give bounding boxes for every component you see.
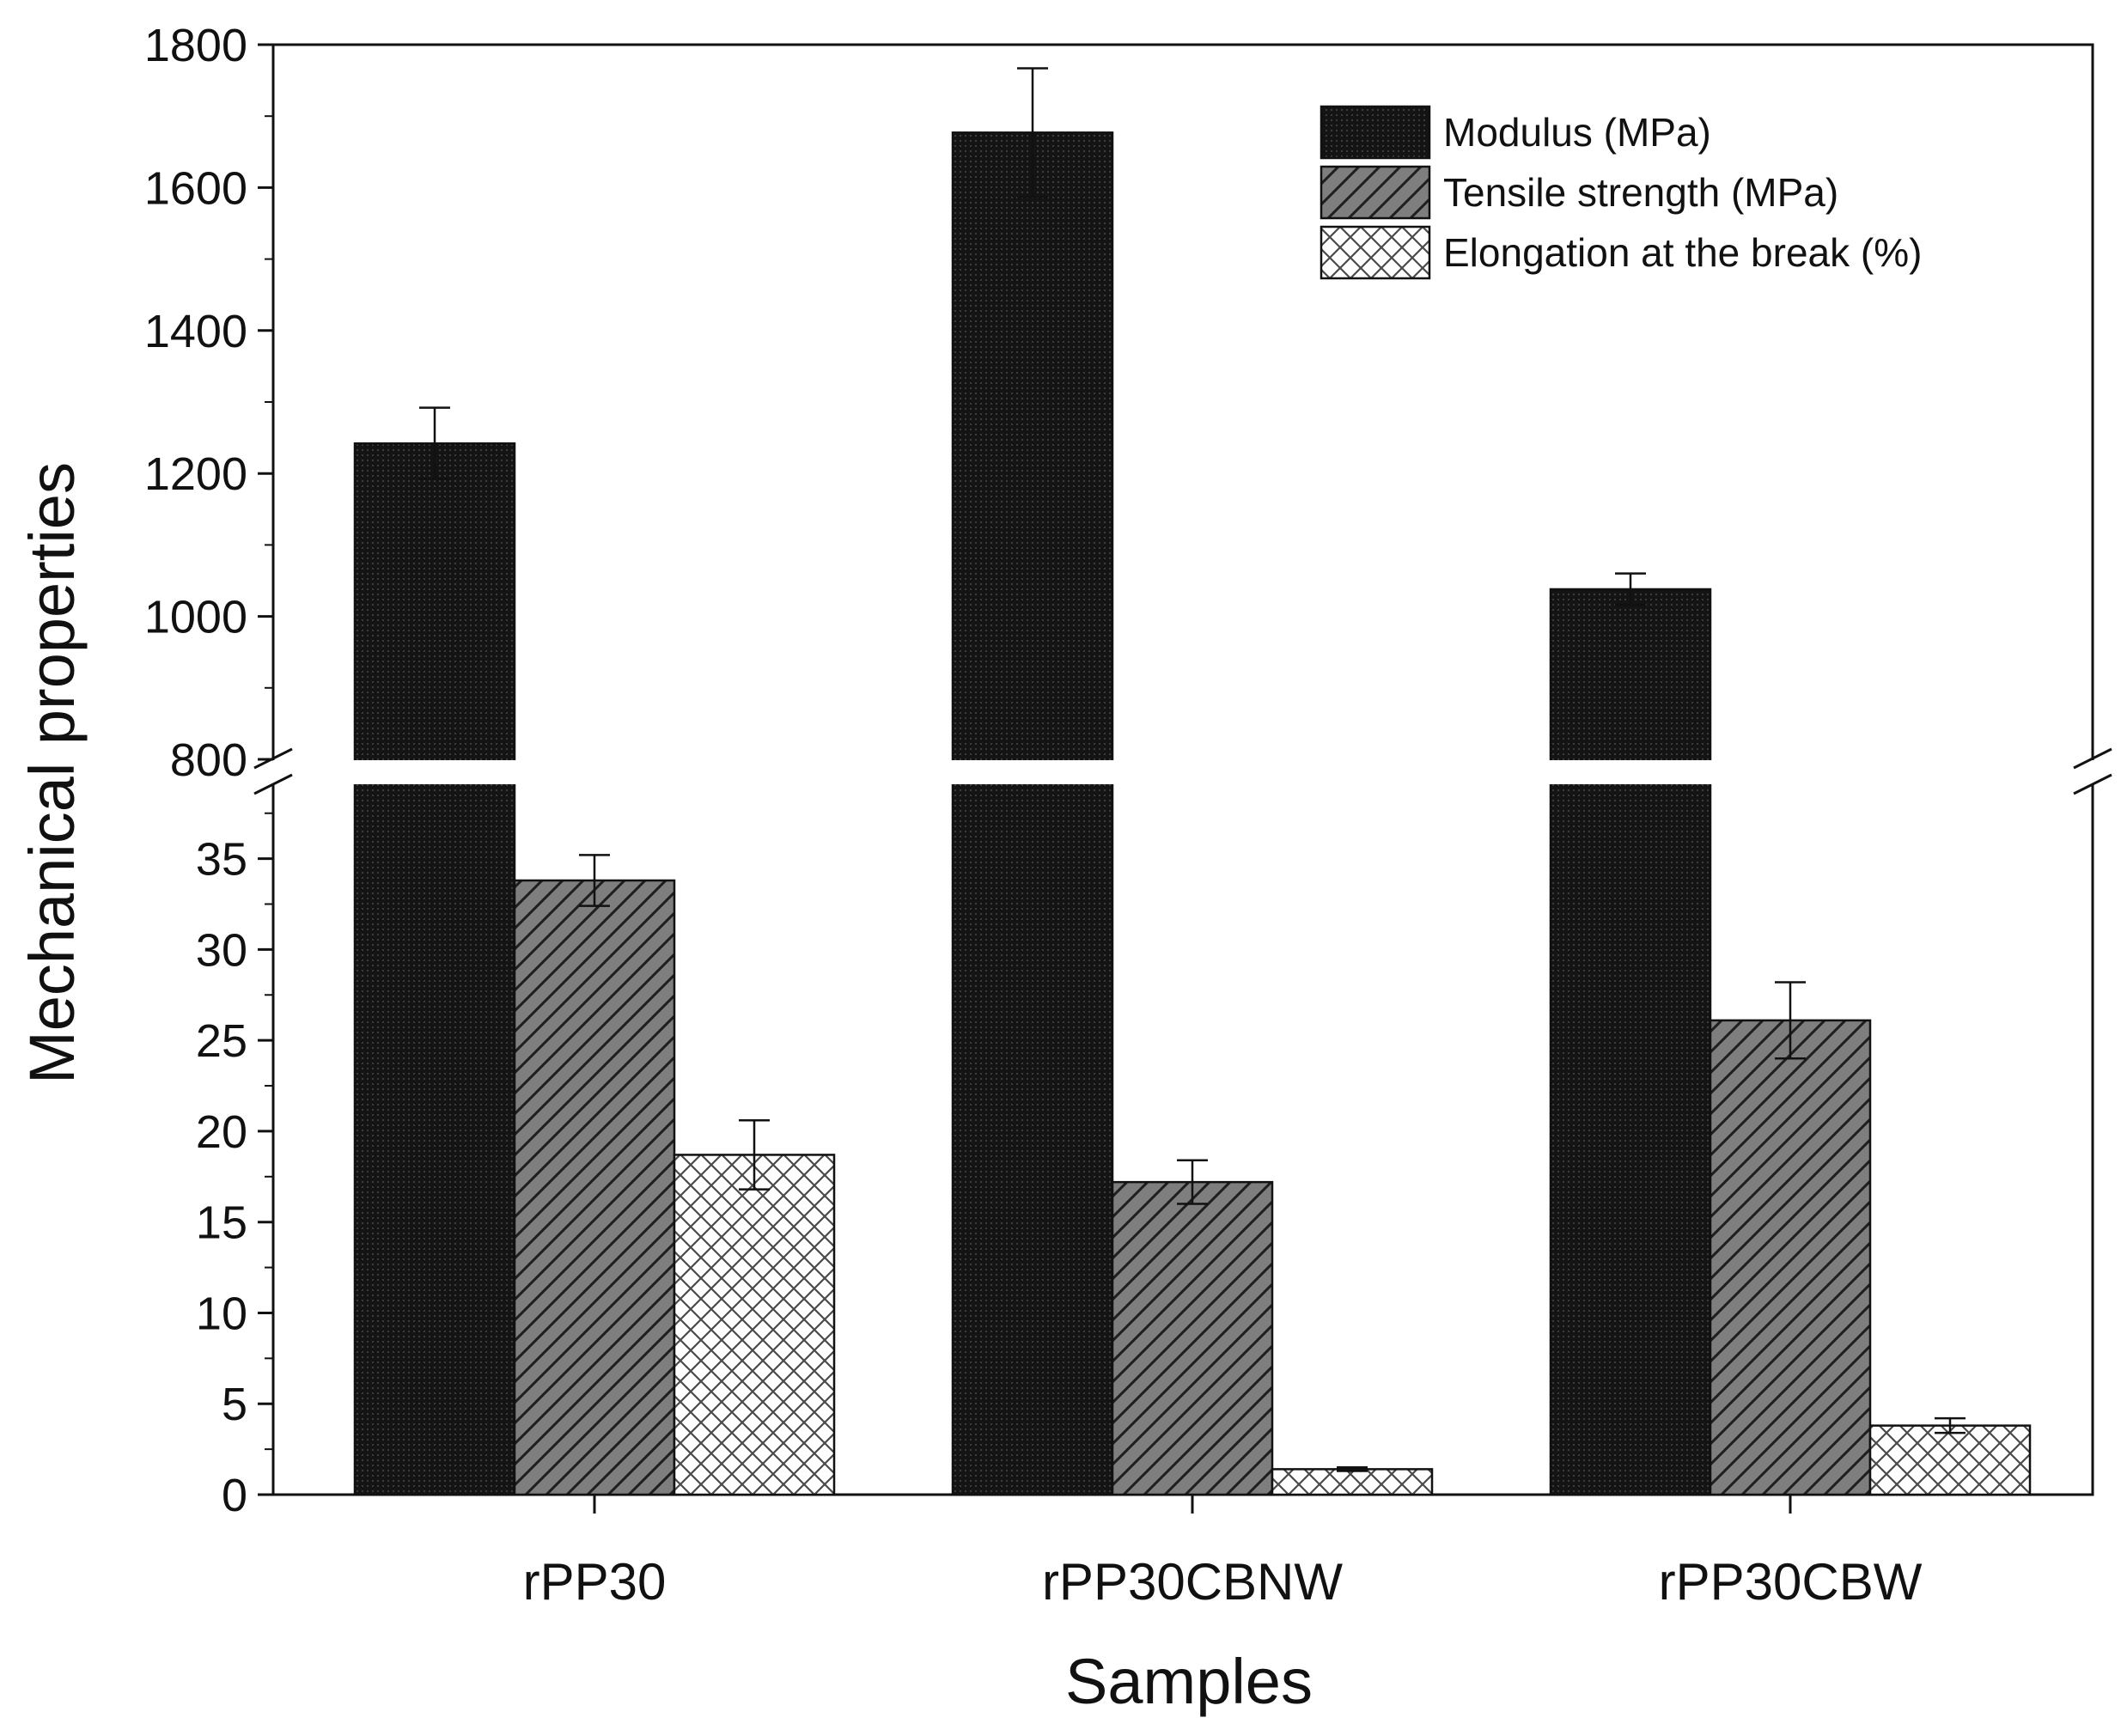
axis-ticks-group: 800 1000 1200 1400 1600 1800 0 5 10 15 20 25 30 35 rPP…	[144, 20, 1923, 1611]
bars-group	[353, 131, 2032, 1496]
bar-modulus-mpa-rpp30cbw	[1549, 588, 1712, 1496]
y-tick-label-lower-5: 5	[222, 1379, 247, 1430]
y-tick-label-lower-25: 25	[196, 1015, 247, 1067]
legend-swatch-tensile-strength-mpa	[1320, 165, 1431, 220]
y-tick-label-upper-1200: 1200	[144, 448, 247, 500]
bar-tensile-strength-mpa-rpp30cbnw	[1111, 1180, 1274, 1496]
legend-label-elongation-at-the-break: Elongation at the break (%)	[1443, 230, 1922, 275]
error-bar-tensile-strength-mpa-rpp30	[579, 854, 610, 907]
y-tick-label-lower-20: 20	[196, 1106, 247, 1158]
legend-label-modulus-mpa: Modulus (MPa)	[1443, 110, 1711, 155]
bar-modulus-mpa-rpp30	[353, 442, 516, 1496]
legend-swatch-elongation-at-the-break	[1320, 225, 1431, 280]
legend-label-tensile-strength-mpa: Tensile strength (MPa)	[1443, 170, 1838, 215]
error-bar-modulus-mpa-rpp30cbnw	[1017, 67, 1048, 198]
y-axis-title: Mechanical properties	[16, 462, 88, 1084]
y-tick-label-upper-800: 800	[170, 734, 247, 786]
legend-swatch-modulus-mpa	[1320, 105, 1431, 160]
error-bar-elongation-at-the-break-rpp30cbw	[1935, 1416, 1966, 1434]
y-tick-label-upper-1400: 1400	[144, 306, 247, 357]
bar-elongation-at-the-break-rpp30cbw	[1868, 1424, 2032, 1496]
legend-item-elongation-at-the-break: Elongation at the break (%)	[1320, 225, 1922, 280]
error-bar-elongation-at-the-break-rpp30	[739, 1118, 770, 1191]
y-tick-label-lower-0: 0	[222, 1470, 247, 1521]
bar-elongation-at-the-break-rpp30	[673, 1154, 836, 1496]
legend-item-tensile-strength-mpa: Tensile strength (MPa)	[1320, 165, 1838, 220]
bar-elongation-at-the-break-rpp30cbnw	[1271, 1468, 1434, 1496]
error-bar-elongation-at-the-break-rpp30cbnw	[1337, 1466, 1368, 1472]
legend: Modulus (MPa) Tensile strength (MPa) Elong…	[1320, 105, 1922, 280]
error-bar-modulus-mpa-rpp30cbw	[1615, 572, 1646, 606]
x-tick-label-rpp30cbw: rPP30CBW	[1659, 1553, 1923, 1611]
break-mark-right-bottom	[2073, 773, 2112, 795]
y-tick-label-upper-1600: 1600	[144, 162, 247, 214]
y-tick-label-lower-30: 30	[196, 924, 247, 976]
break-mark-right-top	[2073, 747, 2112, 770]
x-tick-label-rpp30cbnw: rPP30CBNW	[1042, 1553, 1343, 1611]
x-tick-label-rpp30: rPP30	[523, 1553, 667, 1611]
error-bars-group	[419, 67, 1966, 1472]
error-bar-tensile-strength-mpa-rpp30cbw	[1775, 981, 1806, 1060]
axis-break	[239, 747, 2121, 795]
break-gap	[239, 760, 2121, 784]
x-axis-title: Samples	[1065, 1646, 1313, 1717]
bar-tensile-strength-mpa-rpp30cbw	[1709, 1019, 1872, 1496]
legend-item-modulus-mpa: Modulus (MPa)	[1320, 105, 1711, 160]
break-mark-left-bottom	[253, 773, 293, 795]
y-tick-label-upper-1800: 1800	[144, 20, 247, 71]
y-tick-label-lower-35: 35	[196, 834, 247, 886]
y-tick-label-upper-1000: 1000	[144, 592, 247, 643]
y-tick-label-lower-15: 15	[196, 1197, 247, 1249]
error-bar-modulus-mpa-rpp30	[419, 406, 450, 481]
error-bar-tensile-strength-mpa-rpp30cbnw	[1177, 1159, 1208, 1205]
bar-tensile-strength-mpa-rpp30	[513, 879, 676, 1496]
y-tick-label-lower-10: 10	[196, 1288, 247, 1339]
bar-modulus-mpa-rpp30cbnw	[951, 131, 1114, 1496]
